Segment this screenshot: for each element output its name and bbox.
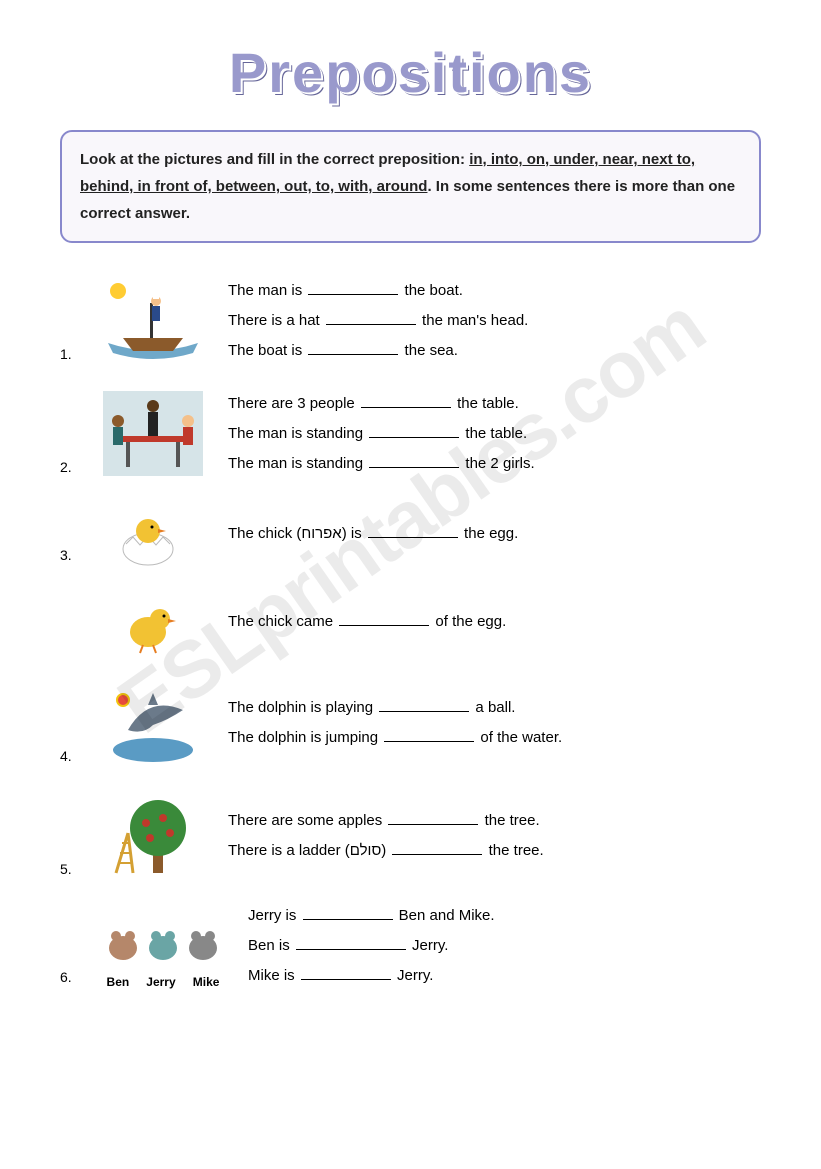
chick-egg-image <box>98 499 208 569</box>
sentence-group: Jerry is Ben and Mike. Ben is Jerry. Mik… <box>248 901 761 991</box>
sentence: There is a ladder (סולם) the tree. <box>228 836 761 866</box>
blank-input[interactable] <box>369 452 459 468</box>
sentence: There are some apples the tree. <box>228 806 761 836</box>
sentence: The dolphin is playing a ball. <box>228 693 761 723</box>
exercise-row: 2. There are 3 people the table. T <box>60 386 761 481</box>
blank-input[interactable] <box>303 904 393 920</box>
page-title: Prepositions <box>60 40 761 105</box>
sentence: Mike is Jerry. <box>248 961 761 991</box>
blank-input[interactable] <box>301 964 391 980</box>
sentence: The boat is the sea. <box>228 336 761 366</box>
exercise-number: 6. <box>60 969 78 985</box>
mouse-label: Jerry <box>146 975 175 989</box>
boat-image <box>98 273 208 368</box>
sentence: The man is standing the 2 girls. <box>228 449 761 479</box>
instruction-box: Look at the pictures and fill in the cor… <box>60 130 761 243</box>
tree-image <box>98 788 208 883</box>
chick-image <box>98 587 208 657</box>
exercise-row: 5. There are some apples the tr <box>60 788 761 883</box>
sentence-group: The chick (אפרוח) is the egg. <box>228 519 761 549</box>
sentence-group: There are some apples the tree. There is… <box>228 806 761 866</box>
exercise-row: 6. Ben Jerry Mike <box>60 901 761 991</box>
blank-input[interactable] <box>369 422 459 438</box>
mice-image <box>98 903 228 973</box>
sentence: The chick came of the egg. <box>228 607 761 637</box>
exercise-number: 1. <box>60 346 78 362</box>
sentence-group: The chick came of the egg. <box>228 607 761 637</box>
dolphin-image <box>98 675 208 770</box>
sentence-group: The dolphin is playing a ball. The dolph… <box>228 693 761 753</box>
sentence: The man is the boat. <box>228 276 761 306</box>
exercise-row: The chick came of the egg. <box>60 587 761 657</box>
exercise-number: 2. <box>60 459 78 475</box>
sentence: The dolphin is jumping of the water. <box>228 723 761 753</box>
sentence: The man is standing the table. <box>228 419 761 449</box>
blank-input[interactable] <box>388 809 478 825</box>
exercise-number: 3. <box>60 547 78 563</box>
mouse-label: Ben <box>107 975 130 989</box>
exercise-list: 1. The man is the boat. There is a hat t… <box>60 273 761 991</box>
blank-input[interactable] <box>326 309 416 325</box>
instruction-lead: Look at the pictures and fill in the cor… <box>80 151 469 168</box>
worksheet-page: Prepositions Look at the pictures and fi… <box>0 0 821 1031</box>
blank-input[interactable] <box>361 392 451 408</box>
sentence-group: There are 3 people the table. The man is… <box>228 389 761 479</box>
exercise-row: 1. The man is the boat. There is a hat t… <box>60 273 761 368</box>
mice-image-wrap: Ben Jerry Mike <box>98 903 228 989</box>
blank-input[interactable] <box>339 610 429 626</box>
mice-labels: Ben Jerry Mike <box>98 975 228 989</box>
sentence: Ben is Jerry. <box>248 931 761 961</box>
sentence: There are 3 people the table. <box>228 389 761 419</box>
exercise-row: 3. The chick (אפרוח) is the egg. <box>60 499 761 569</box>
blank-input[interactable] <box>308 339 398 355</box>
restaurant-image <box>98 386 208 481</box>
blank-input[interactable] <box>308 279 398 295</box>
sentence-group: The man is the boat. There is a hat the … <box>228 276 761 366</box>
sentence: The chick (אפרוח) is the egg. <box>228 519 761 549</box>
mouse-label: Mike <box>193 975 220 989</box>
blank-input[interactable] <box>296 934 406 950</box>
sentence: There is a hat the man's head. <box>228 306 761 336</box>
exercise-number: 4. <box>60 748 78 764</box>
blank-input[interactable] <box>392 839 482 855</box>
exercise-row: 4. The dolphin is playing a ball. The do… <box>60 675 761 770</box>
blank-input[interactable] <box>384 726 474 742</box>
blank-input[interactable] <box>379 696 469 712</box>
exercise-number: 5. <box>60 861 78 877</box>
blank-input[interactable] <box>368 522 458 538</box>
sentence: Jerry is Ben and Mike. <box>248 901 761 931</box>
